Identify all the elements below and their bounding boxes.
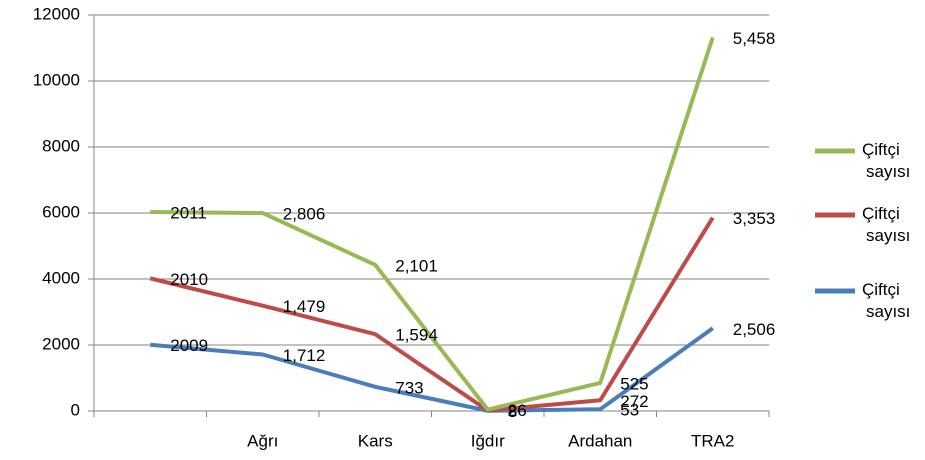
y-tick-label: 6000 — [42, 202, 80, 221]
data-label: 2009 — [170, 336, 208, 355]
legend-word: sayısı — [866, 226, 910, 245]
legend-label: Çiftçi sayısı — [862, 140, 910, 181]
y-tick-label: 8000 — [42, 136, 80, 155]
legend-word: sayısı — [866, 162, 910, 181]
y-tick-label: 0 — [71, 400, 80, 419]
data-label: 2,506 — [733, 320, 776, 339]
legend-word: Çiftçi — [862, 280, 900, 299]
data-label: 733 — [395, 378, 423, 397]
legend-word: Çiftçi — [862, 140, 900, 159]
data-label: 5,458 — [733, 29, 776, 48]
y-tick-label: 4000 — [42, 268, 80, 287]
data-label: 1,712 — [283, 346, 326, 365]
y-tick-label: 10000 — [33, 70, 80, 89]
data-label: 272 — [620, 392, 648, 411]
x-tick-label: Ağrı — [247, 431, 278, 450]
legend-word: sayısı — [866, 302, 910, 321]
series-line — [150, 326, 714, 413]
data-label: 8 — [508, 402, 517, 421]
legend-word: Çiftçi — [862, 204, 900, 223]
data-label: 2,806 — [283, 205, 326, 224]
data-label: 2010 — [170, 270, 208, 289]
series-line — [149, 216, 715, 413]
data-label: 2,101 — [395, 256, 438, 275]
y-tick-label: 2000 — [42, 334, 80, 353]
series-line — [150, 36, 715, 412]
data-label: 1,479 — [283, 297, 326, 316]
data-label: 26 — [508, 401, 527, 420]
x-tick-label: Ardahan — [568, 431, 632, 450]
data-label: 1,594 — [395, 326, 438, 345]
y-tick-label: 12000 — [33, 4, 80, 23]
x-tick-label: TRA2 — [691, 431, 734, 450]
data-label: 53 — [620, 401, 639, 420]
x-tick-label: Kars — [358, 431, 393, 450]
legend-label: Çiftçi sayısı — [862, 280, 910, 321]
data-label: 3,353 — [733, 209, 776, 228]
data-label: 2011 — [170, 203, 207, 222]
data-label: 8 — [508, 402, 517, 421]
data-label: 525 — [620, 374, 648, 393]
legend-label: Çiftçi sayısı — [862, 204, 910, 245]
x-tick-label: Iğdır — [471, 431, 505, 450]
